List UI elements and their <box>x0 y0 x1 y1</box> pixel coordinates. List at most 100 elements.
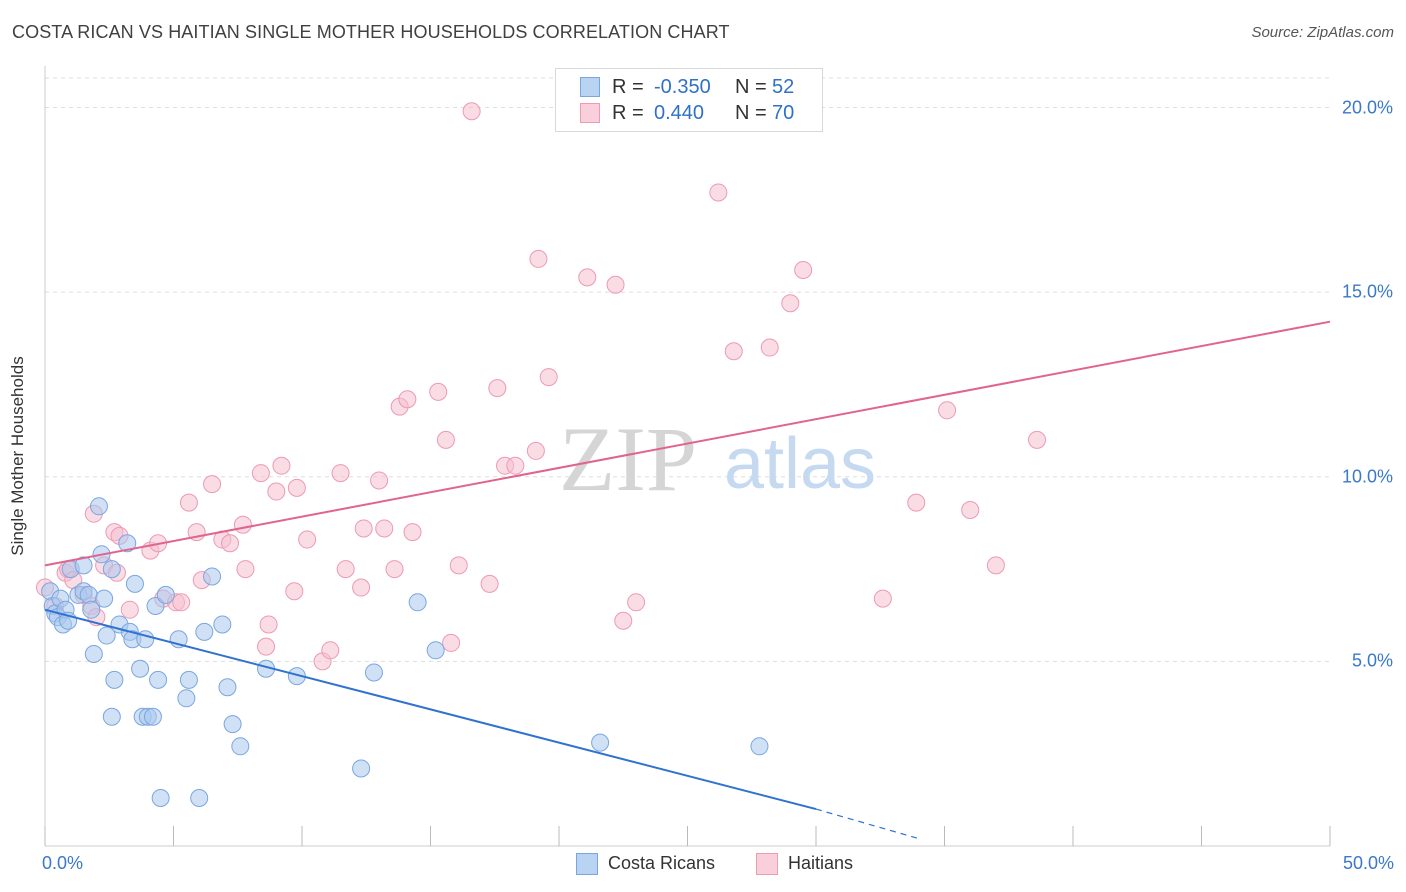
haitians-point <box>961 501 980 519</box>
haitians-point <box>267 482 286 501</box>
costa-ricans-point <box>156 585 175 604</box>
costa-ricans-point <box>218 678 237 697</box>
haitians-point <box>354 519 373 538</box>
haitians-point <box>336 560 355 579</box>
haitians-point <box>251 464 270 483</box>
costa-ricans-point <box>74 556 93 575</box>
costa-ricans-legend-swatch <box>576 853 598 875</box>
source-label: Source: ZipAtlas.com <box>1251 24 1394 41</box>
haitians-point <box>529 249 548 268</box>
n-label: N = <box>735 76 767 98</box>
haitians-point <box>436 430 455 449</box>
haitians-point <box>352 578 371 597</box>
costa-ricans-point <box>151 789 170 807</box>
haitians-point <box>233 515 252 534</box>
y-axis-label: Single Mother Households <box>8 356 27 556</box>
r-value: 0.440 <box>654 102 705 124</box>
costa-ricans-point <box>125 574 144 593</box>
costa-ricans-swatch <box>580 77 600 97</box>
haitians-point <box>287 478 306 497</box>
haitians-point <box>794 261 813 279</box>
costa-ricans-point <box>426 641 445 660</box>
axes <box>44 66 1331 847</box>
costa-ricans-point <box>118 534 137 553</box>
haitians-point <box>480 574 499 593</box>
haitians-point <box>506 456 525 475</box>
costa-ricans-point <box>105 670 124 689</box>
haitians-point <box>236 560 255 579</box>
haitians-point <box>385 560 404 579</box>
costa-ricans-trend-line <box>44 608 817 811</box>
x-tick-label-max: 50.0% <box>1342 853 1394 873</box>
costa-ricans-trend-extension <box>815 808 919 840</box>
costa-ricans-point <box>179 670 198 689</box>
haitians-point <box>172 593 191 612</box>
stats-legend: R = -0.350 N = 52 R = 0.440 N = 70 <box>555 68 823 132</box>
legend-label: Costa Ricans <box>608 853 716 873</box>
haitians-point <box>331 464 350 483</box>
haitians-point <box>179 493 198 512</box>
costa-ricans-point <box>591 733 610 752</box>
watermark: ZIP atlas <box>559 408 876 510</box>
haitians-point <box>488 379 507 398</box>
costa-ricans-point <box>231 737 250 756</box>
watermark-atlas: atlas <box>724 424 876 504</box>
costa-ricans-point <box>102 707 121 726</box>
n-label: N = <box>735 102 767 124</box>
haitians-point <box>429 382 448 401</box>
costa-ricans-point <box>408 593 427 612</box>
costa-ricans-point <box>213 615 232 634</box>
haitians-point <box>272 456 291 475</box>
costa-ricans-point <box>95 589 114 608</box>
haitians-trend-line <box>44 320 1331 567</box>
haitians-point <box>285 582 304 601</box>
r-label: R = <box>612 102 644 124</box>
haitians-point <box>462 102 481 121</box>
haitians-swatch <box>580 103 600 123</box>
costa-ricans-point <box>364 663 383 682</box>
costa-ricans-point <box>102 560 121 579</box>
haitians-point <box>221 534 240 553</box>
haitians-point <box>709 183 728 202</box>
costa-ricans-point <box>195 622 214 641</box>
haitians-point <box>1028 430 1047 449</box>
costa-ricans-point <box>177 689 196 708</box>
grid-lines <box>45 77 1330 662</box>
haitians-point <box>578 268 597 287</box>
costa-ricans-point <box>82 600 101 619</box>
costa-ricans-point <box>352 759 371 778</box>
costa-ricans-point <box>223 715 242 734</box>
x-tick-label-min: 0.0% <box>42 853 84 873</box>
y-tick-label: 20.0% <box>1341 97 1393 118</box>
haitians-point <box>442 633 461 652</box>
y-tick-label: 15.0% <box>1341 281 1393 302</box>
legend-label: Haitians <box>788 853 854 873</box>
y-tick-label: 10.0% <box>1341 466 1393 487</box>
haitians-point <box>986 556 1005 575</box>
y-tick-label: 5.0% <box>1351 650 1393 671</box>
costa-ricans-point <box>84 645 103 663</box>
costa-ricans-point <box>203 567 222 586</box>
haitians-point <box>370 471 389 490</box>
haitians-point <box>606 275 625 294</box>
haitians-point <box>614 611 633 630</box>
costa-ricans-point <box>79 585 98 604</box>
haitians-point <box>321 641 340 660</box>
chart-title: COSTA RICAN VS HAITIAN SINGLE MOTHER HOU… <box>12 22 730 42</box>
haitians-point <box>907 493 926 512</box>
costa-ricans-point <box>131 659 150 678</box>
trend-lines <box>44 320 1331 840</box>
haitians-point <box>539 368 558 387</box>
costa-ricans-point <box>143 707 162 726</box>
haitians-point <box>781 294 800 313</box>
haitians-point <box>449 556 468 575</box>
costa-ricans-point <box>190 789 209 807</box>
costa-ricans-point <box>149 670 168 689</box>
haitians-point <box>398 390 417 409</box>
haitians-point <box>120 600 139 619</box>
haitians-point <box>375 519 394 538</box>
r-value: -0.350 <box>654 76 711 98</box>
haitians-point <box>257 637 276 656</box>
haitians-point <box>526 441 545 460</box>
